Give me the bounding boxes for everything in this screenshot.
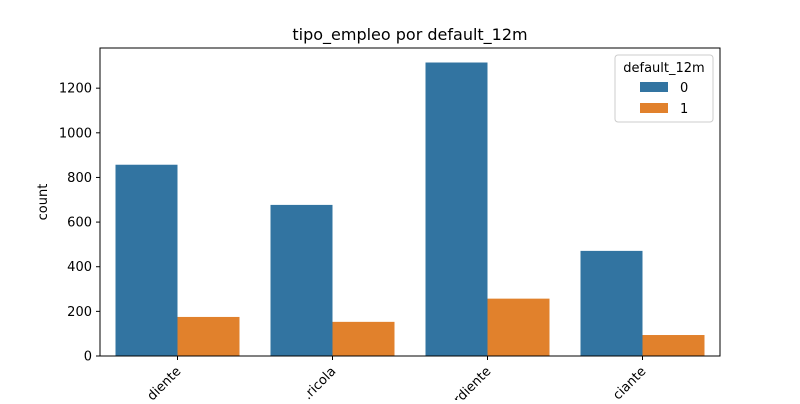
bar xyxy=(270,204,333,356)
legend-label: 1 xyxy=(680,102,688,117)
y-tick-label: 1200 xyxy=(59,82,92,97)
bars-group xyxy=(115,62,705,356)
plot-frame xyxy=(99,47,721,357)
x-tick-label: …diente xyxy=(135,364,184,400)
bar xyxy=(332,321,395,356)
y-tick-label: 0 xyxy=(84,350,92,365)
y-tick-label: 200 xyxy=(67,305,92,320)
y-tick-label: 600 xyxy=(67,216,92,231)
legend-title: default_12m xyxy=(623,61,704,76)
y-tick-label: 400 xyxy=(67,260,92,275)
legend-swatch xyxy=(640,103,668,113)
bar xyxy=(642,335,705,356)
bar xyxy=(115,164,178,356)
legend-swatch xyxy=(640,82,668,92)
y-tick-label: 800 xyxy=(67,171,92,186)
y-tick-label: 1000 xyxy=(59,126,92,141)
x-tick-label: …ciante xyxy=(601,364,649,400)
bar xyxy=(425,62,488,356)
bar xyxy=(580,250,643,356)
chart-title: tipo_empleo por default_12m xyxy=(292,25,527,45)
bar xyxy=(177,316,240,356)
bar xyxy=(487,298,550,356)
legend: default_12m 0 1 xyxy=(614,54,714,123)
y-axis-label: count xyxy=(36,184,51,221)
x-tick-label: …rdiente xyxy=(442,364,495,400)
legend-label: 0 xyxy=(680,81,688,96)
x-tick-label: …ricola xyxy=(294,364,339,400)
x-axis: …diente …ricola …rdiente …ciante xyxy=(135,356,649,404)
y-axis: 0 200 400 600 800 1000 1200 xyxy=(59,82,100,365)
